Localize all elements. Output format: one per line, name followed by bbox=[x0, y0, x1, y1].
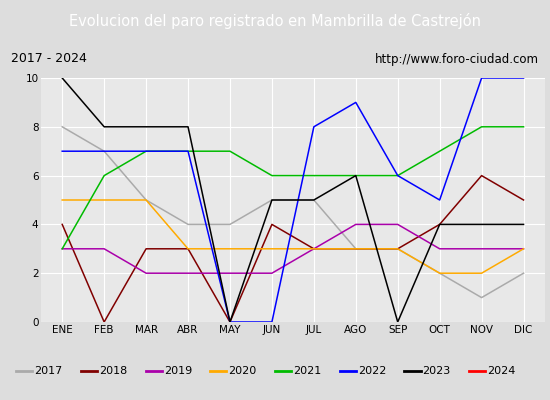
Text: 2019: 2019 bbox=[164, 366, 192, 376]
Text: 2017 - 2024: 2017 - 2024 bbox=[11, 52, 87, 66]
Text: 2021: 2021 bbox=[293, 366, 321, 376]
Text: http://www.foro-ciudad.com: http://www.foro-ciudad.com bbox=[375, 52, 539, 66]
Text: 2024: 2024 bbox=[487, 366, 515, 376]
Text: Evolucion del paro registrado en Mambrilla de Castrejón: Evolucion del paro registrado en Mambril… bbox=[69, 13, 481, 29]
Text: 2017: 2017 bbox=[35, 366, 63, 376]
Text: 2022: 2022 bbox=[358, 366, 386, 376]
Text: 2020: 2020 bbox=[228, 366, 257, 376]
Text: 2023: 2023 bbox=[422, 366, 450, 376]
Text: 2018: 2018 bbox=[99, 366, 127, 376]
